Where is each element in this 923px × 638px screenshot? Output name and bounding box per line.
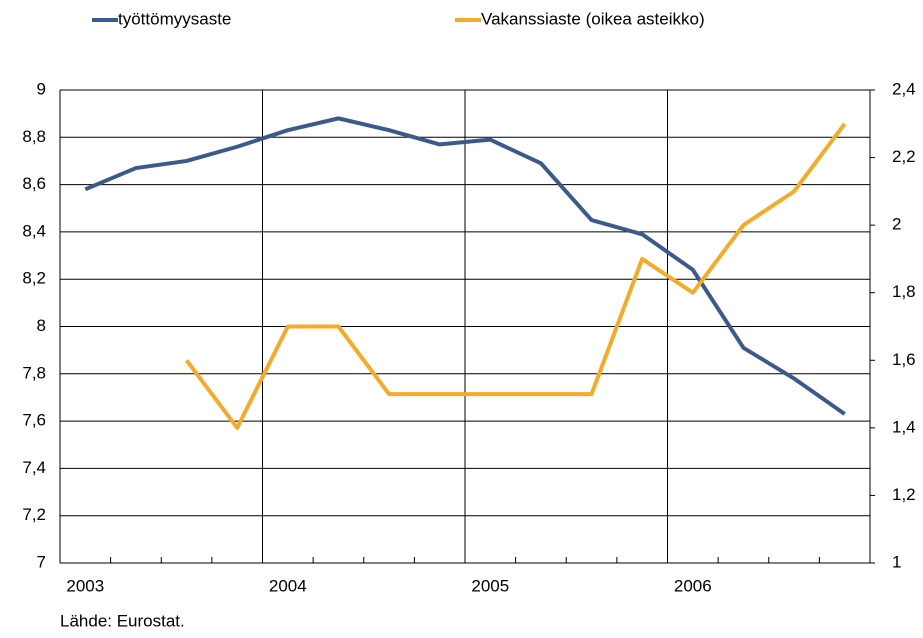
y-tick-label: 7,4 <box>22 458 46 477</box>
y-tick-label: 9 <box>37 79 46 98</box>
y2-tick-label: 1,2 <box>892 485 916 504</box>
y-tick-label: 7 <box>37 552 46 571</box>
legend-label: työttömyysaste <box>118 9 231 28</box>
y-tick-label: 7,8 <box>22 363 46 382</box>
y-tick-label: 7,2 <box>22 505 46 524</box>
x-tick-label: 2003 <box>66 576 104 595</box>
y2-tick-label: 2,4 <box>892 79 916 98</box>
y2-tick-label: 1 <box>892 552 901 571</box>
x-tick-label: 2005 <box>471 576 509 595</box>
y2-tick-label: 1,4 <box>892 417 916 436</box>
y-tick-label: 8,6 <box>22 174 46 193</box>
y2-tick-label: 2 <box>892 215 901 234</box>
y2-tick-label: 2,2 <box>892 147 916 166</box>
y-tick-label: 8,8 <box>22 127 46 146</box>
x-tick-label: 2006 <box>674 576 712 595</box>
y2-tick-label: 1,6 <box>892 350 916 369</box>
y2-tick-label: 1,8 <box>892 282 916 301</box>
source: Lähde: Eurostat. <box>60 611 185 630</box>
series-line <box>184 122 847 430</box>
x-tick-label: 2004 <box>269 576 307 595</box>
y-tick-label: 8 <box>37 316 46 335</box>
y-tick-label: 7,6 <box>22 411 46 430</box>
y-tick-label: 8,4 <box>22 221 46 240</box>
series-line <box>84 116 846 416</box>
y-tick-label: 8,2 <box>22 269 46 288</box>
legend-label: Vakanssiaste (oikea asteikko) <box>481 9 705 28</box>
